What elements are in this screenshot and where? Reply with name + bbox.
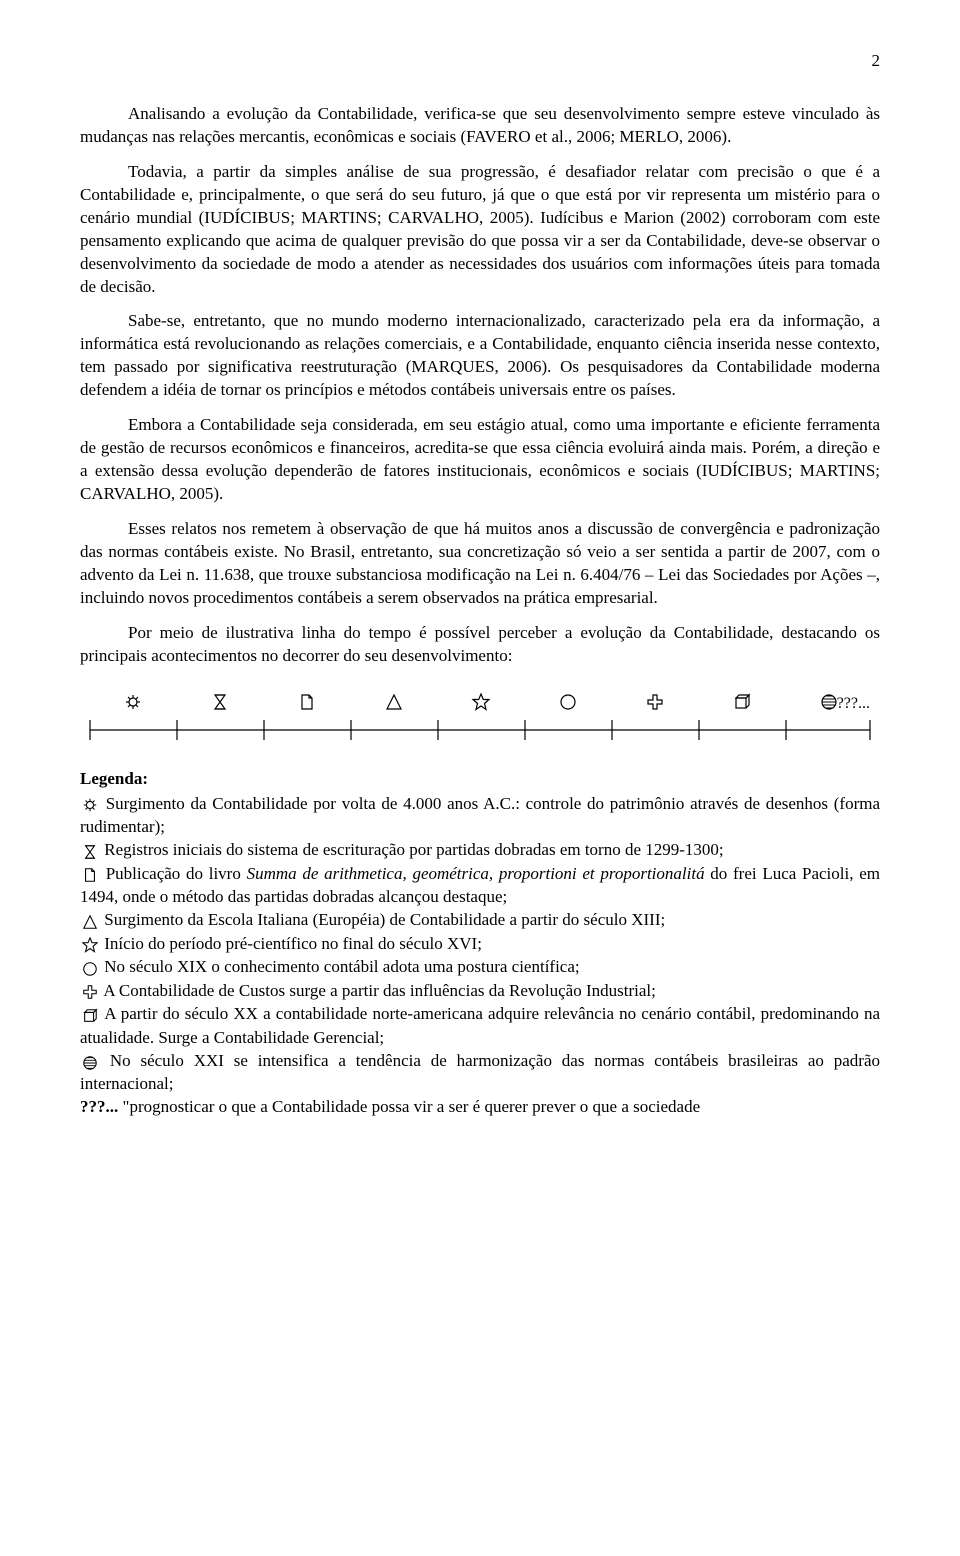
legend-text-star: Início do período pré-científico no fina… xyxy=(104,934,482,953)
paragraph-1: Analisando a evolução da Contabilidade, … xyxy=(80,103,880,149)
legend-item-hourglass: Registros iniciais do sistema de escritu… xyxy=(80,839,880,863)
legend-text-hatched: No século XXI se intensifica a tendência… xyxy=(80,1051,880,1094)
legend-text-gear: Surgimento da Contabilidade por volta de… xyxy=(80,794,880,837)
legend-item-triangle: Surgimento da Escola Italiana (Européia)… xyxy=(80,909,880,933)
paragraph-4: Embora a Contabilidade seja considerada,… xyxy=(80,414,880,506)
page-number: 2 xyxy=(80,50,880,73)
legend-item-circle: No século XIX o conhecimento contábil ad… xyxy=(80,956,880,980)
legend-text-doc-title: Summa de arithmetica, geométrica, propor… xyxy=(247,864,705,883)
circle-icon xyxy=(80,957,100,980)
gear-icon xyxy=(80,793,100,816)
legend-item-hatched: No século XXI se intensifica a tendência… xyxy=(80,1050,880,1097)
legend-block: Legenda: Surgimento da Contabilidade por… xyxy=(80,768,880,1120)
circle-icon xyxy=(561,695,575,709)
legend-title: Legenda: xyxy=(80,768,880,791)
timeline-last-label: ???... xyxy=(837,695,870,712)
legend-q-prefix: ???... xyxy=(80,1097,118,1116)
star-icon xyxy=(473,694,489,710)
legend-text-triangle: Surgimento da Escola Italiana (Européia)… xyxy=(104,910,665,929)
legend-item-question: ???... "prognosticar o que a Contabilida… xyxy=(80,1096,880,1119)
legend-text-doc-a: Publicação do livro xyxy=(106,864,247,883)
legend-item-plus: A Contabilidade de Custos surge a partir… xyxy=(80,980,880,1004)
legend-text-hourglass: Registros iniciais do sistema de escritu… xyxy=(104,840,723,859)
cube-icon xyxy=(80,1004,100,1027)
legend-text-question: "prognosticar o que a Contabilidade poss… xyxy=(118,1097,700,1116)
paragraph-2: Todavia, a partir da simples análise de … xyxy=(80,161,880,299)
star-icon xyxy=(80,933,100,956)
legend-text-circle: No século XIX o conhecimento contábil ad… xyxy=(104,957,579,976)
legend-item-cube: A partir do século XX a contabilidade no… xyxy=(80,1003,880,1050)
cube-icon xyxy=(736,695,749,708)
legend-text-plus: A Contabilidade de Custos surge a partir… xyxy=(103,981,656,1000)
legend-item-star: Início do período pré-científico no fina… xyxy=(80,933,880,957)
plus-icon xyxy=(80,980,100,1003)
triangle-icon xyxy=(80,910,100,933)
timeline-diagram: ???... xyxy=(80,690,880,754)
triangle-icon xyxy=(387,695,401,709)
paragraph-3: Sabe-se, entretanto, que no mundo modern… xyxy=(80,310,880,402)
document-icon xyxy=(302,695,312,709)
legend-item-gear: Surgimento da Contabilidade por volta de… xyxy=(80,793,880,840)
hourglass-icon xyxy=(80,840,100,863)
paragraph-6: Por meio de ilustrativa linha do tempo é… xyxy=(80,622,880,668)
paragraph-5: Esses relatos nos remetem à observação d… xyxy=(80,518,880,610)
legend-text-cube: A partir do século XX a contabilidade no… xyxy=(80,1004,880,1047)
hourglass-icon xyxy=(215,695,225,709)
hatched-circle-icon xyxy=(80,1050,100,1073)
legend-item-document: Publicação do livro Summa de arithmetica… xyxy=(80,863,880,910)
plus-icon xyxy=(648,695,662,709)
gear-icon xyxy=(126,695,140,709)
document-icon xyxy=(80,863,100,886)
